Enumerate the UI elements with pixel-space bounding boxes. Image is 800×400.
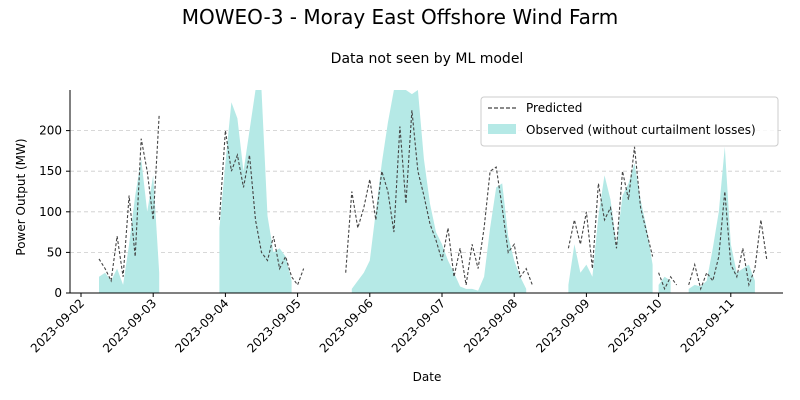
y-tick-label-100: 100 <box>39 205 62 219</box>
x-tick-label-2: 2023-09-04 <box>172 296 231 355</box>
x-tick-label-9: 2023-09-11 <box>678 296 737 355</box>
observed-area-segment-4 <box>658 276 671 293</box>
legend-predicted-label: Predicted <box>526 101 582 115</box>
x-tick-label-5: 2023-09-07 <box>389 296 448 355</box>
x-tick-label-8: 2023-09-10 <box>606 296 665 355</box>
y-tick-label-0: 0 <box>54 286 62 300</box>
x-axis-label: Date <box>413 370 442 384</box>
observed-area-segment-1 <box>219 90 292 293</box>
observed-area-segment-0 <box>99 159 160 293</box>
y-axis-label: Power Output (MW) <box>14 138 28 255</box>
legend-observed-label: Observed (without curtailment losses) <box>526 123 756 137</box>
x-tick-label-4: 2023-09-06 <box>317 296 376 355</box>
predicted-line-segment-4 <box>658 272 678 291</box>
x-tick-label-3: 2023-09-05 <box>245 296 304 355</box>
observed-area-segment-2 <box>351 90 527 293</box>
y-tick-label-50: 50 <box>47 245 62 259</box>
predicted-line-segment-5 <box>688 191 768 291</box>
x-ticks: 2023-09-02 2023-09-03 2023-09-04 2023-09-05… <box>28 293 737 355</box>
predicted-series <box>98 110 768 291</box>
observed-area-segment-3 <box>568 163 653 293</box>
predicted-line-segment-2 <box>345 110 533 286</box>
predicted-line-segment-3 <box>567 146 654 269</box>
predicted-line-segment-0 <box>98 114 160 283</box>
legend-box <box>480 96 779 147</box>
legend: Predicted Observed (without curtailment … <box>480 96 779 147</box>
x-tick-label-6: 2023-09-08 <box>461 296 520 355</box>
y-tick-label-150: 150 <box>39 164 62 178</box>
y-ticks: 0 50 100 150 200 <box>39 124 70 300</box>
y-tick-label-200: 200 <box>39 124 62 138</box>
chart-subtitle: Data not seen by ML model <box>331 51 524 67</box>
predicted-line-segment-1 <box>218 130 305 287</box>
x-tick-label-7: 2023-09-09 <box>533 296 592 355</box>
x-tick-label-1: 2023-09-03 <box>100 296 159 355</box>
legend-observed-swatch <box>488 124 516 134</box>
chart-title: MOWEO-3 - Moray East Offshore Wind Farm <box>182 5 618 29</box>
x-tick-label-0: 2023-09-02 <box>28 296 87 355</box>
